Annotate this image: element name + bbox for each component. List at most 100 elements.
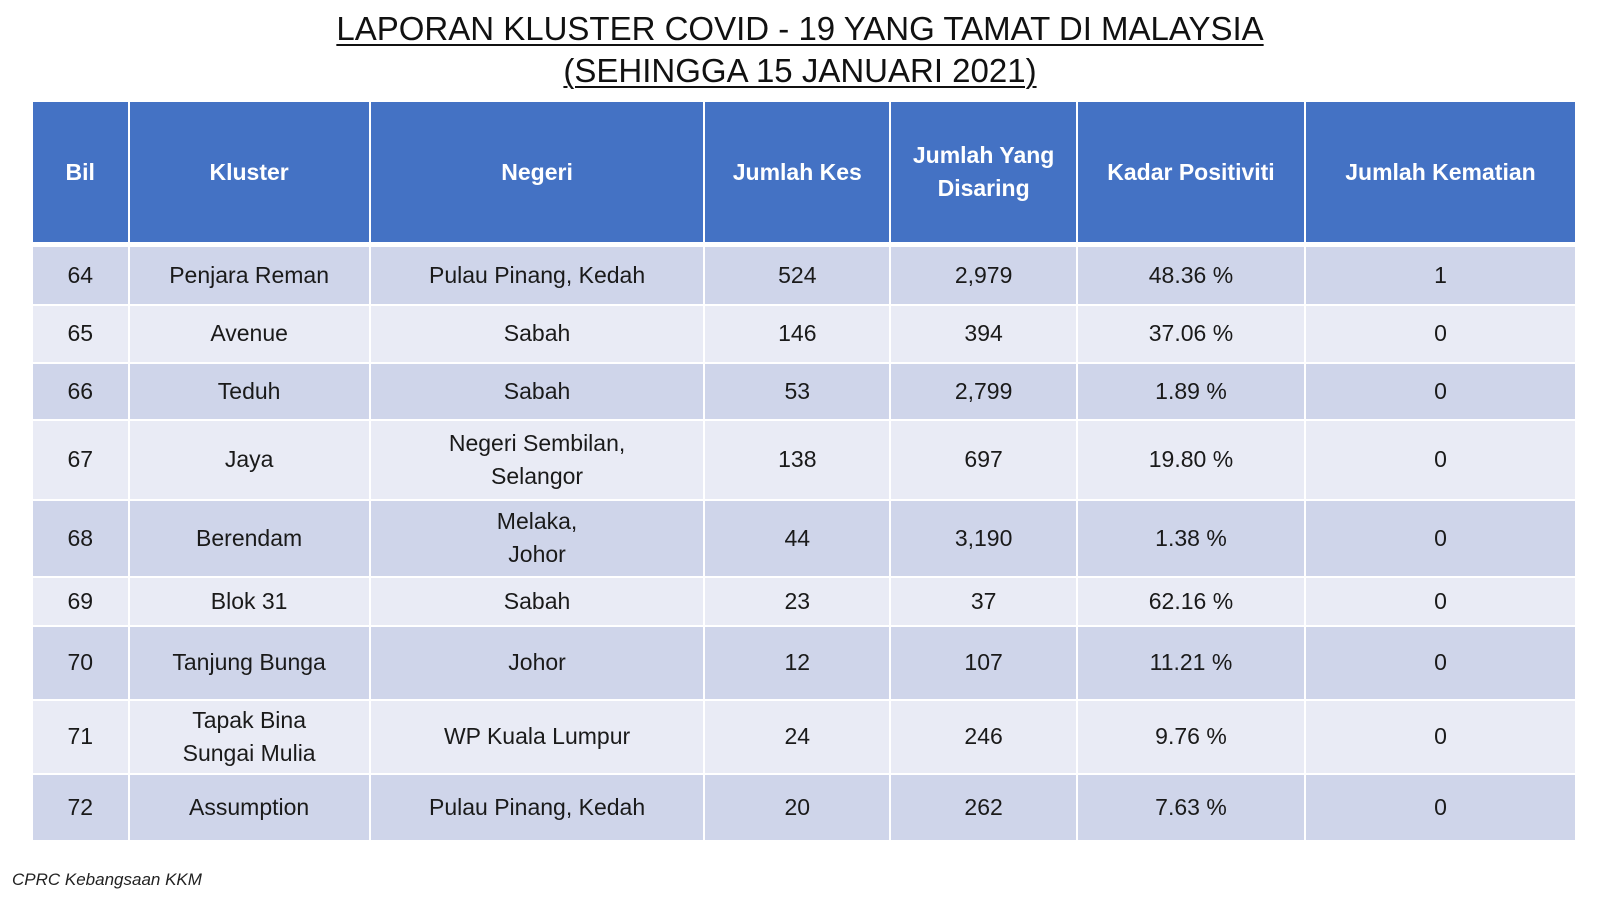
cell-negeri-line: Sabah [503, 320, 571, 346]
cell-jumlah-kes: 524 [703, 243, 892, 306]
cell-kadar-positiviti: 48.36 % [1076, 243, 1306, 306]
table-row: 67 Jaya Negeri Sembilan, Selangor 138 697 19.8… [31, 418, 1578, 501]
cell-negeri: Pulau Pinang, Kedah [368, 243, 706, 306]
cell-jumlah-kematian: 0 [1303, 361, 1578, 421]
cell-negeri: Sabah [368, 303, 706, 364]
cell-jumlah-kes: 146 [703, 303, 892, 364]
cell-kluster: Penjara Reman [127, 243, 371, 306]
cell-negeri: Melaka, Johor [368, 498, 706, 578]
header-jumlah-kematian: Jumlah Kematian [1303, 100, 1578, 247]
cell-jumlah-kes: 138 [703, 418, 892, 501]
title-block: LAPORAN KLUSTER COVID - 19 YANG TAMAT DI… [0, 8, 1600, 92]
cell-bil: 71 [31, 698, 130, 775]
table-row: 66 Teduh Sabah 53 2,799 1.89 % 0 [31, 361, 1578, 421]
header-bil: Bil [31, 100, 130, 247]
cell-kluster-line: Penjara Reman [169, 261, 330, 288]
cell-bil: 68 [31, 498, 130, 578]
cell-negeri-line: Melaka, [496, 508, 578, 534]
cell-bil: 69 [31, 575, 130, 627]
cell-negeri: Pulau Pinang, Kedah [368, 772, 706, 842]
cell-negeri-line: Negeri Sembilan, [448, 429, 626, 456]
cell-jumlah-kematian: 0 [1303, 624, 1578, 701]
cell-kadar-positiviti: 9.76 % [1076, 698, 1306, 775]
table-body: 64 Penjara Reman Pulau Pinang, Kedah 524 2,9… [31, 243, 1578, 842]
table-row: 65 Avenue Sabah 146 394 37.06 % 0 [31, 303, 1578, 364]
cell-kluster: Blok 31 [127, 575, 371, 627]
cell-jumlah-kematian: 0 [1303, 303, 1578, 364]
cell-negeri-line: Johor [508, 541, 566, 567]
cell-kluster-line: Sungai Mulia [182, 739, 316, 766]
cell-negeri-line: Sabah [503, 377, 571, 404]
table-header-row: Bil Kluster Negeri Jumlah Kes Jumlah Yan… [31, 100, 1578, 247]
cell-kluster: Berendam [127, 498, 371, 578]
cell-jumlah-disaring: 394 [889, 303, 1079, 364]
cell-negeri: Johor [368, 624, 706, 701]
cell-jumlah-kes: 24 [703, 698, 892, 775]
cell-kadar-positiviti: 62.16 % [1076, 575, 1306, 627]
cell-negeri-line: Johor [508, 649, 566, 675]
cell-negeri-line: Sabah [503, 587, 571, 614]
cell-jumlah-kes: 23 [703, 575, 892, 627]
cell-jumlah-kematian: 0 [1303, 498, 1578, 578]
cell-kadar-positiviti: 7.63 % [1076, 772, 1306, 842]
cell-jumlah-disaring: 2,979 [889, 243, 1079, 306]
table-row: 70 Tanjung Bunga Johor 12 107 11.21 % 0 [31, 624, 1578, 701]
cell-kluster: Tanjung Bunga [127, 624, 371, 701]
cell-jumlah-disaring: 246 [889, 698, 1079, 775]
cell-jumlah-kes: 12 [703, 624, 892, 701]
table-row: 72 Assumption Pulau Pinang, Kedah 20 262 7.63… [31, 772, 1578, 842]
header-kadar-positiviti: Kadar Positiviti [1076, 100, 1306, 247]
cell-kluster-line: Berendam [196, 524, 303, 551]
cell-jumlah-disaring: 697 [889, 418, 1079, 501]
cell-negeri-line: Selangor [491, 462, 584, 489]
header-negeri: Negeri [368, 100, 706, 247]
header-kluster: Kluster [127, 100, 371, 247]
table-row: 64 Penjara Reman Pulau Pinang, Kedah 524 2,9… [31, 243, 1578, 306]
cell-negeri: WP Kuala Lumpur [368, 698, 706, 775]
cell-jumlah-kes: 53 [703, 361, 892, 421]
cell-jumlah-kematian: 1 [1303, 243, 1578, 306]
page-title: LAPORAN KLUSTER COVID - 19 YANG TAMAT DI… [336, 10, 1264, 47]
cell-bil: 66 [31, 361, 130, 421]
cell-negeri-line: WP Kuala Lumpur [443, 723, 631, 749]
cell-kadar-positiviti: 1.38 % [1076, 498, 1306, 578]
cell-kluster-line: Tanjung Bunga [172, 649, 326, 675]
cell-kadar-positiviti: 1.89 % [1076, 361, 1306, 421]
cell-jumlah-disaring: 3,190 [889, 498, 1079, 578]
cell-jumlah-disaring: 107 [889, 624, 1079, 701]
cell-bil: 70 [31, 624, 130, 701]
source-note: CPRC Kebangsaan KKM [12, 870, 202, 889]
cell-jumlah-kes: 44 [703, 498, 892, 578]
cell-kluster-line: Teduh [217, 377, 281, 404]
cell-kadar-positiviti: 11.21 % [1076, 624, 1306, 701]
table-row: 68 Berendam Melaka, Johor 44 3,190 1.38 % 0 [31, 498, 1578, 578]
cell-kluster: Avenue [127, 303, 371, 364]
cell-bil: 64 [31, 243, 130, 306]
cell-jumlah-kematian: 0 [1303, 772, 1578, 842]
cell-kluster: Teduh [127, 361, 371, 421]
cell-bil: 67 [31, 418, 130, 501]
cell-kluster: Jaya [127, 418, 371, 501]
table-row: 71 Tapak Bina Sungai Mulia WP Kuala Lumpur 2… [31, 698, 1578, 775]
cell-kluster: Tapak Bina Sungai Mulia [127, 698, 371, 775]
cell-jumlah-disaring: 2,799 [889, 361, 1079, 421]
cell-negeri-line: Pulau Pinang, Kedah [429, 261, 646, 288]
cell-kluster-line: Assumption [189, 793, 310, 820]
cell-bil: 65 [31, 303, 130, 364]
header-jumlah-kes: Jumlah Kes [703, 100, 892, 247]
cell-kadar-positiviti: 37.06 % [1076, 303, 1306, 364]
cell-jumlah-kematian: 0 [1303, 698, 1578, 775]
cell-bil: 72 [31, 772, 130, 842]
cell-negeri-line: Pulau Pinang, Kedah [429, 793, 646, 820]
page-subtitle-date: (SEHINGGA 15 JANUARI 2021) [563, 52, 1037, 89]
cluster-table: Bil Kluster Negeri Jumlah Kes Jumlah Yan… [31, 100, 1578, 842]
cell-kluster-line: Blok 31 [210, 587, 288, 614]
cell-kluster-line: Jaya [224, 446, 274, 472]
table-row: 69 Blok 31 Sabah 23 37 62.16 % 0 [31, 575, 1578, 627]
cell-kluster-line: Avenue [210, 320, 288, 346]
cell-kluster: Assumption [127, 772, 371, 842]
cell-jumlah-disaring: 37 [889, 575, 1079, 627]
cell-negeri: Sabah [368, 575, 706, 627]
cell-kluster-line: Tapak Bina [192, 706, 307, 733]
cell-negeri: Sabah [368, 361, 706, 421]
